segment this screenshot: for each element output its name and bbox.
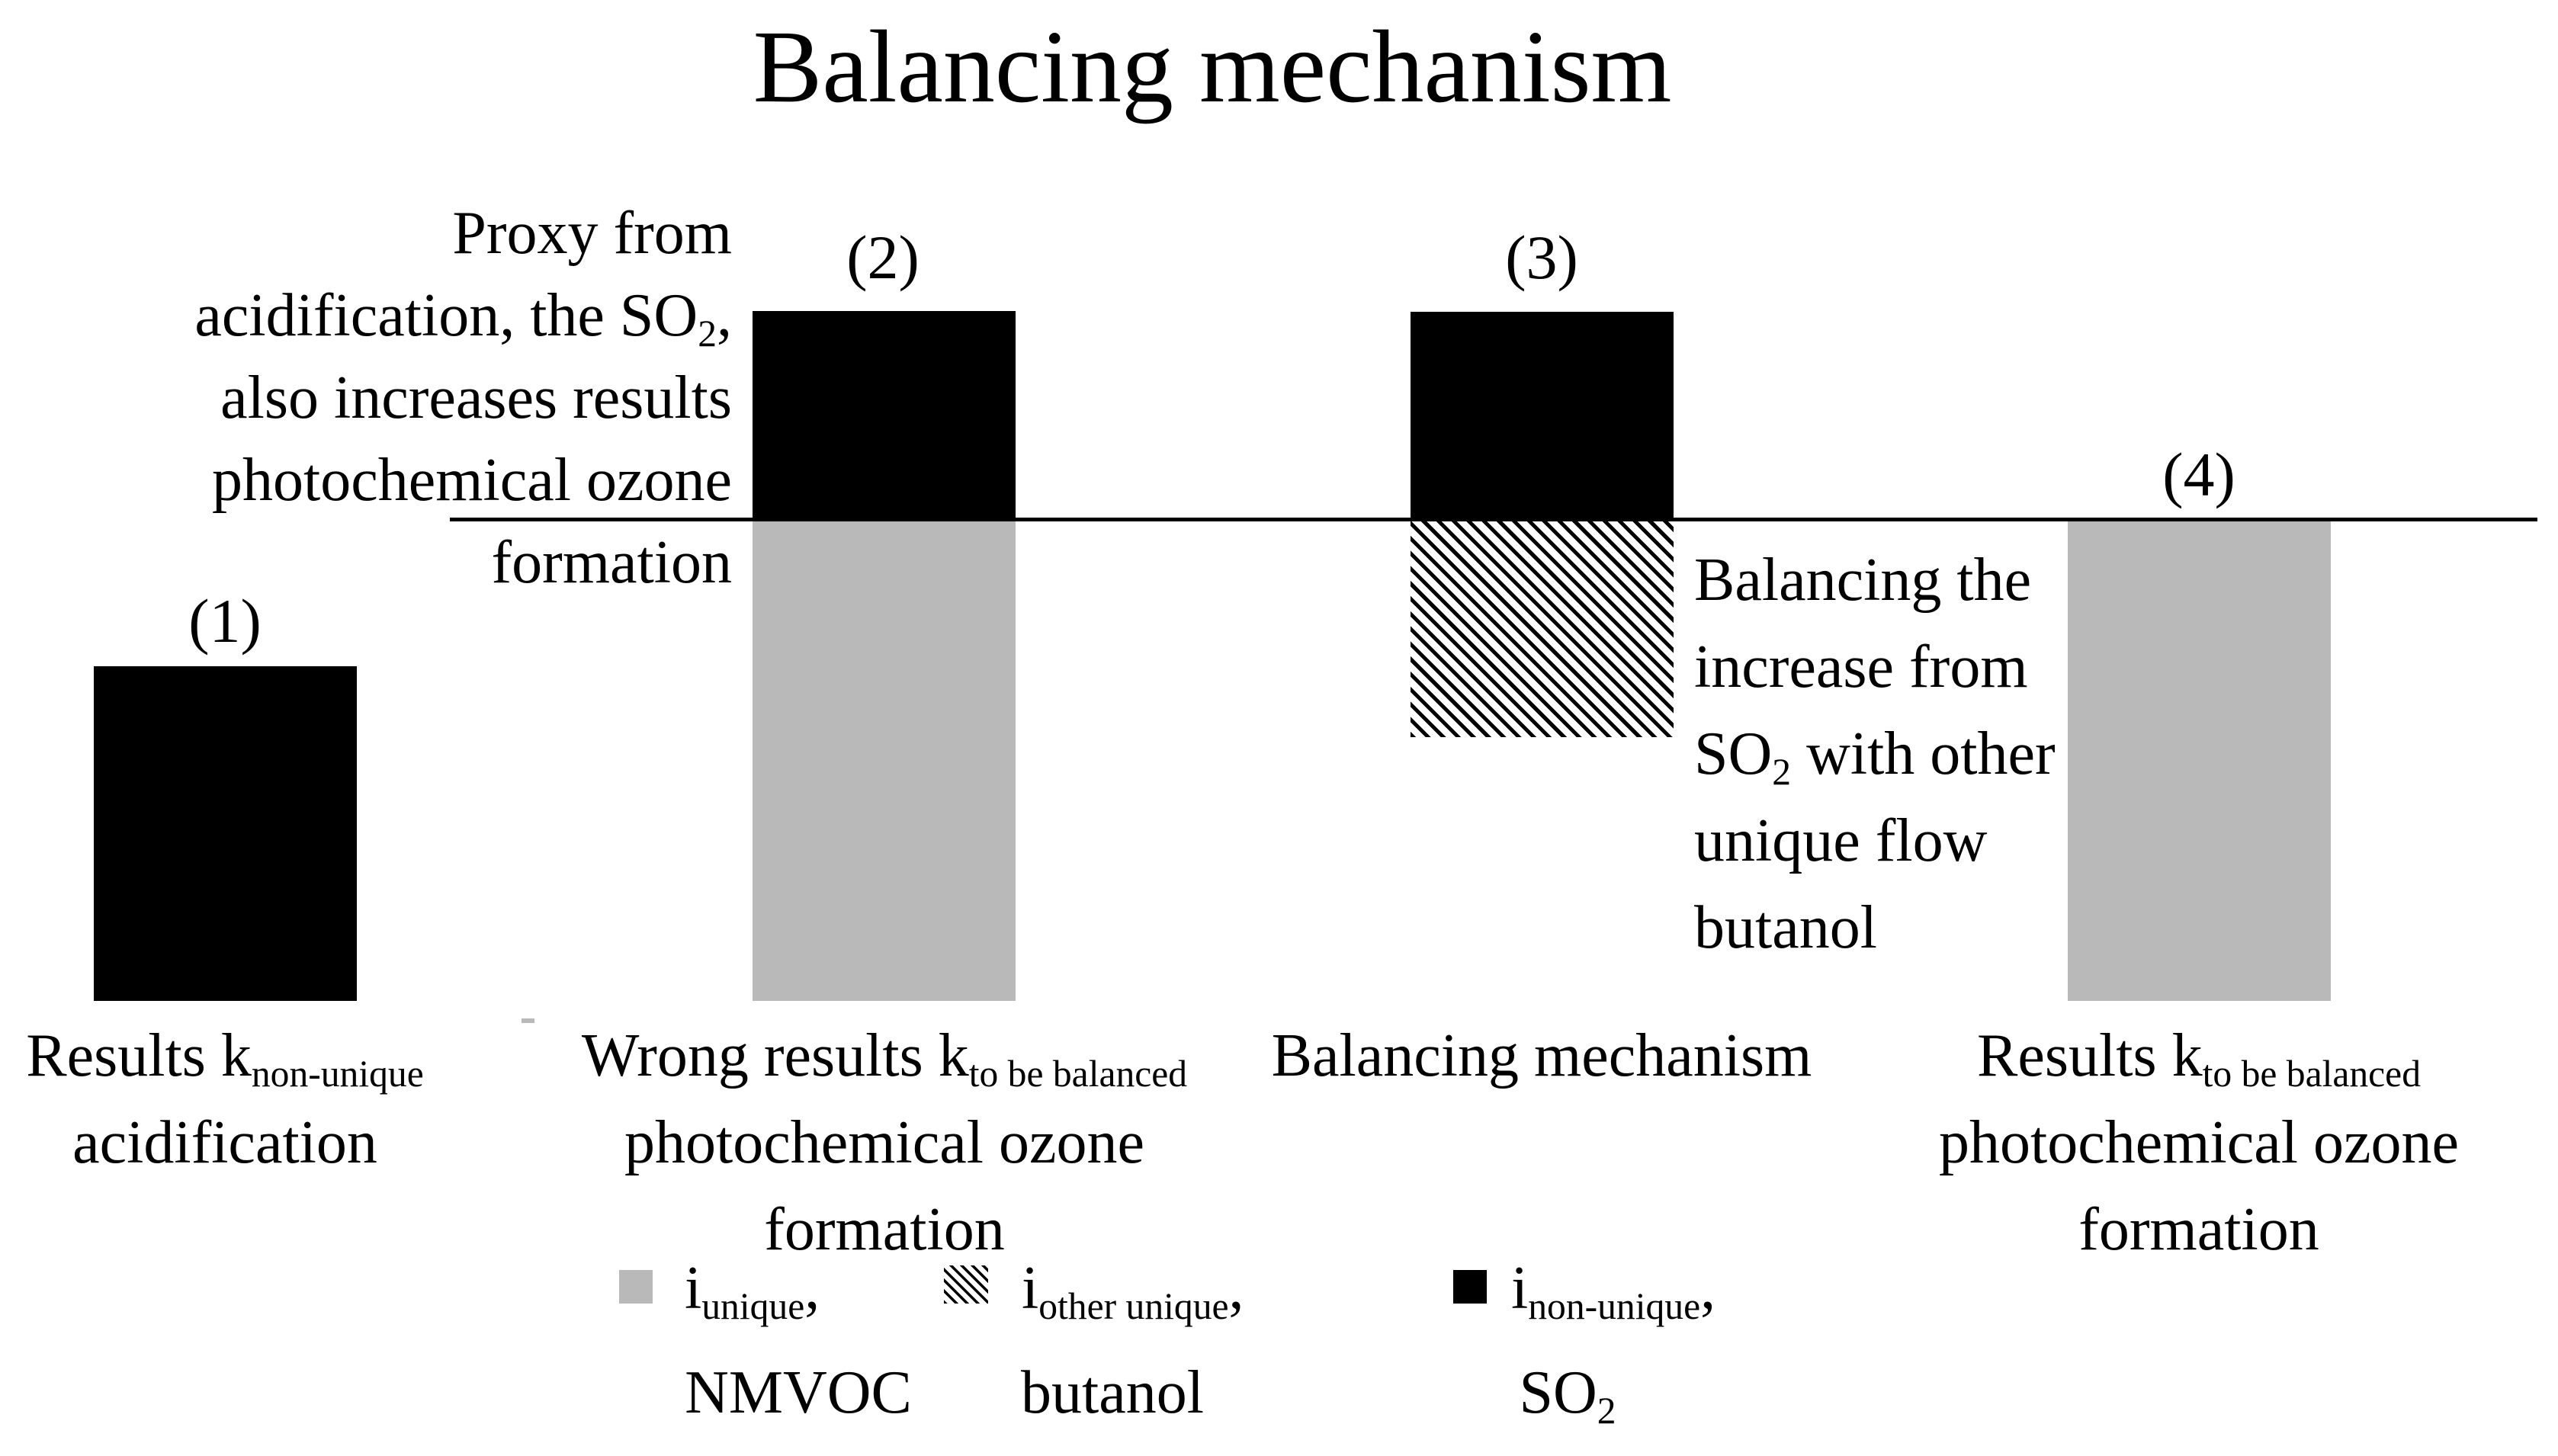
annotation-line: unique flow (1694, 807, 1988, 874)
caption-line: acidification (72, 1108, 377, 1176)
baseline-axis (450, 518, 2537, 521)
annotation-line: SO2 with other (1694, 720, 2056, 793)
bar3-hatched-segment (1411, 521, 1674, 737)
bar1-caption: Results knon-unique acidification (0, 1021, 644, 1195)
bar2-index-label: (2) (846, 223, 920, 292)
bar2-gray-segment (753, 521, 1016, 1001)
caption-line: Results kto be balanced (1977, 1022, 2421, 1095)
caption-line: Balancing mechanism (1271, 1022, 1812, 1089)
legend-hatched-swatch-icon (944, 1265, 988, 1304)
bar4-index-label: (4) (2162, 440, 2235, 509)
intro-note-line: also increases results (220, 364, 732, 431)
bar3-caption: Balancing mechanism (1122, 1021, 1961, 1108)
legend-gray-swatch-icon (619, 1270, 653, 1304)
legend-substance-so2: SO2 (1519, 1359, 1616, 1432)
caption-line: Wrong results kto be balanced (581, 1022, 1188, 1095)
bar3-index-label: (3) (1505, 223, 1578, 292)
bar1-black-segment (94, 666, 357, 1001)
bar1-index-label: (1) (188, 586, 262, 656)
figure-title: Balancing mechanism (753, 10, 1672, 124)
bar4-caption: Results kto be balanced photochemical oz… (1780, 1021, 2558, 1282)
intro-note-line: formation (491, 528, 732, 596)
bar2-black-segment (753, 311, 1016, 521)
intro-note: Proxy from acidification, the SO2, also … (76, 201, 732, 612)
annotation-line: butanol (1694, 893, 1877, 961)
legend-symbol-unique: iunique, (685, 1255, 820, 1327)
annotation-line: increase from (1694, 633, 2028, 701)
intro-note-line: Proxy from (452, 200, 732, 267)
legend-black-swatch-icon (1453, 1270, 1487, 1304)
artifact-dash (522, 1018, 534, 1023)
caption-line: formation (764, 1195, 1005, 1263)
annotation-line: Balancing the (1694, 547, 2032, 614)
caption-line: photochemical ozone (624, 1108, 1144, 1176)
bar3-black-segment (1411, 312, 1674, 521)
caption-line: Results knon-unique (26, 1022, 424, 1095)
legend-symbol-other-unique: iother unique, (1022, 1255, 1244, 1327)
caption-line: photochemical ozone (1939, 1108, 2459, 1176)
legend-substance-butanol: butanol (1021, 1359, 1204, 1426)
bar2-caption: Wrong results kto be balanced photochemi… (465, 1021, 1304, 1282)
legend-symbol-non-unique: inon-unique, (1511, 1255, 1716, 1327)
intro-note-line: photochemical ozone (212, 446, 732, 514)
intro-note-line: acidification, the SO2, (194, 281, 732, 354)
balancing-annotation: Balancing the increase from SO2 with oth… (1694, 546, 2243, 980)
caption-line: formation (2078, 1195, 2319, 1263)
legend-substance-nmvoc: NMVOC (685, 1359, 912, 1426)
bar4-gray-segment (2068, 521, 2331, 1001)
